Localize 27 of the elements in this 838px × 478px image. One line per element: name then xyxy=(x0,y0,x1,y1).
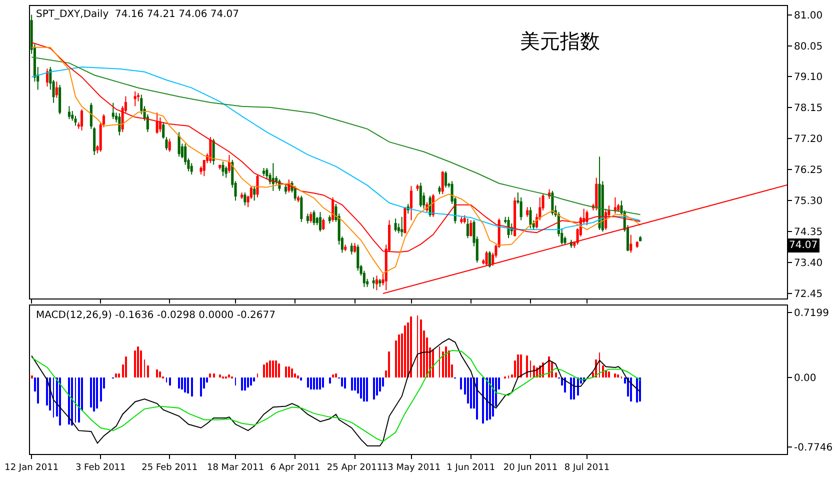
y-tick-label: 0.7199 xyxy=(794,308,829,320)
x-tick-label: 6 Apr 2011 xyxy=(270,462,320,473)
chart-subtitle: SPT_DXY,Daily 74.16 74.21 74.06 74.07 xyxy=(36,9,240,20)
x-tick-label: 25 Apr 2011 xyxy=(326,462,383,473)
text: MACD(12,26,9) -0.1636 -0.0298 0.0000 -0.2677 xyxy=(36,310,276,321)
y-tick-label: 81.00 xyxy=(794,10,823,22)
x-tick-label: 12 Jan 2011 xyxy=(4,462,59,473)
text: 美元指数 xyxy=(520,29,600,53)
text: 74.07 xyxy=(789,240,818,251)
x-tick-label: 25 Feb 2011 xyxy=(142,462,198,473)
y-tick-label: 77.20 xyxy=(794,134,823,146)
y-tick-label: 80.05 xyxy=(794,41,823,52)
x-tick-label: 3 Feb 2011 xyxy=(75,462,126,473)
y-tick-label: 0.00 xyxy=(794,372,816,384)
y-tick-label: 72.45 xyxy=(794,289,823,300)
y-tick-label: -0.7746 xyxy=(794,442,833,454)
y-tick-label: 74.35 xyxy=(794,227,823,238)
x-tick-label: 1 Jun 2011 xyxy=(446,462,496,473)
y-tick-label: 73.40 xyxy=(794,258,823,270)
y-tick-label: 76.25 xyxy=(794,165,823,176)
x-tick-label: 13 May 2011 xyxy=(382,462,441,473)
x-tick-label: 18 Mar 2011 xyxy=(207,462,264,473)
x-tick-label: 20 Jun 2011 xyxy=(503,462,558,473)
x-tick-label: 8 Jul 2011 xyxy=(564,462,610,473)
y-tick-label: 79.10 xyxy=(794,72,823,84)
y-tick-label: 78.15 xyxy=(794,103,823,114)
y-tick-label: 75.30 xyxy=(794,196,823,208)
